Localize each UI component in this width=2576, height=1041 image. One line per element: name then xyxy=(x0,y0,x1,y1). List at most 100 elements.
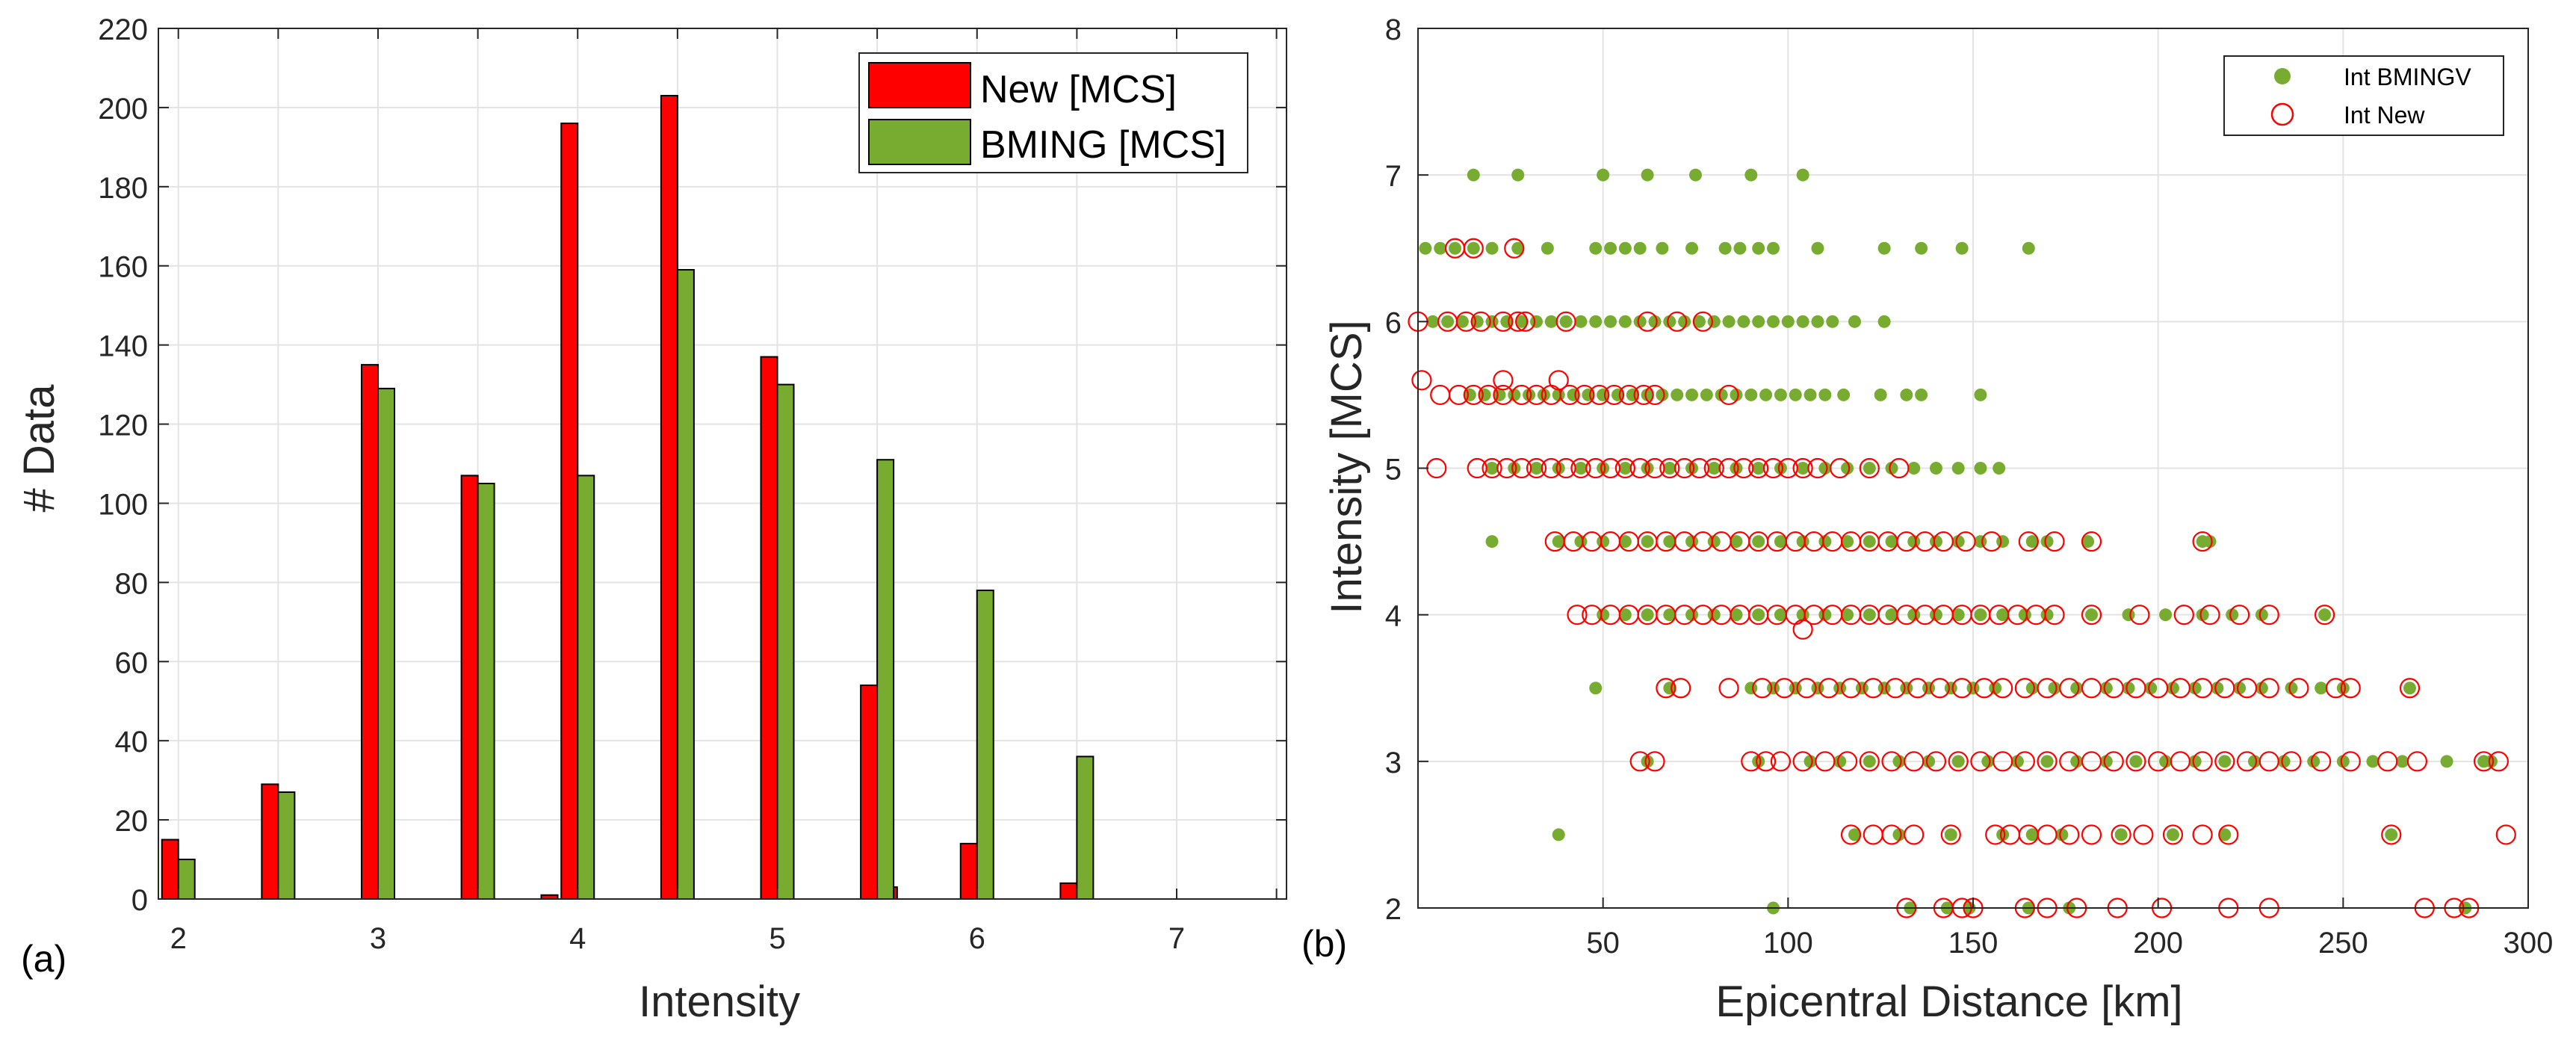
scatter-point-bmingv xyxy=(1752,608,1765,622)
scatter-point-new xyxy=(1718,457,1739,479)
legend-label-bming: BMING [MCS] xyxy=(980,123,1226,167)
scatter-point-bmingv xyxy=(1818,388,1832,401)
scatter-point-new xyxy=(2037,824,2058,845)
scatter-y-axis-label: Intensity [MCS] xyxy=(1322,320,1371,614)
scatter-point-new xyxy=(1929,678,1951,699)
scatter-x-tick-label: 200 xyxy=(2133,927,2183,960)
scatter-point-new xyxy=(1792,751,1813,772)
scatter-point-bmingv xyxy=(1478,388,1491,401)
scatter-point-bmingv xyxy=(1767,315,1780,328)
histogram-y-tick-label: 100 xyxy=(98,488,148,521)
scatter-point-new xyxy=(2170,678,2190,699)
scatter-point-new xyxy=(1629,751,1650,772)
scatter-point-bmingv xyxy=(1955,241,1969,255)
scatter-point-bmingv xyxy=(1730,535,1743,549)
scatter-point-bmingv xyxy=(1841,462,1854,475)
scatter-point-new xyxy=(1603,384,1625,406)
scatter-point-bmingv xyxy=(1744,168,1758,182)
scatter-point-bmingv xyxy=(1774,462,1787,475)
scatter-point-new xyxy=(1756,751,1777,772)
scatter-point-bmingv xyxy=(2277,755,2291,768)
scatter-point-new xyxy=(1508,311,1529,332)
scatter-point-new xyxy=(1818,678,1839,699)
bar-new-mcs xyxy=(760,356,778,901)
scatter-point-new xyxy=(1981,531,2002,552)
scatter-point-bmingv xyxy=(1996,535,2010,549)
scatter-point-bmingv xyxy=(1855,682,1868,695)
scatter-point-bmingv xyxy=(1996,828,2010,841)
scatter-point-new xyxy=(1752,678,1773,699)
scatter-point-new xyxy=(2125,678,2146,699)
histogram-y-tick-label: 180 xyxy=(98,172,148,205)
scatter-point-bmingv xyxy=(1467,168,1480,182)
scatter-point-bmingv xyxy=(1744,388,1758,401)
scatter-point-new xyxy=(1951,678,1972,699)
scatter-point-bmingv xyxy=(1929,535,1942,549)
scatter-point-bmingv xyxy=(1523,388,1536,401)
scatter-point-bmingv xyxy=(2196,608,2209,622)
scatter-point-bmingv xyxy=(2055,828,2069,841)
scatter-point-new xyxy=(2399,678,2421,699)
scatter-point-bmingv xyxy=(2099,755,2113,768)
scatter-point-bmingv xyxy=(1597,535,1610,549)
legend-marker-new xyxy=(2270,102,2294,126)
scatter-point-new xyxy=(2192,531,2213,552)
scatter-point-bmingv xyxy=(2396,755,2409,768)
scatter-point-new xyxy=(1467,457,1487,479)
scatter-point-bmingv xyxy=(1848,315,1861,328)
scatter-point-new xyxy=(1948,751,1969,772)
scatter-point-bmingv xyxy=(2040,535,2054,549)
scatter-point-bmingv xyxy=(1974,535,1987,549)
scatter-point-bmingv xyxy=(1944,682,1957,695)
scatter-point-bmingv xyxy=(2144,682,2158,695)
scatter-point-new xyxy=(1792,457,1813,479)
scatter-point-bmingv xyxy=(1626,388,1639,401)
scatter-point-bmingv xyxy=(1907,535,1921,549)
scatter-point-bmingv xyxy=(1759,388,1773,401)
scatter-point-bmingv xyxy=(1689,168,1702,182)
scatter-point-bmingv xyxy=(1663,535,1676,549)
scatter-point-bmingv xyxy=(1848,828,1861,841)
scatter-point-new xyxy=(2103,678,2124,699)
scatter-point-new xyxy=(2236,678,2258,699)
scatter-point-bmingv xyxy=(1685,241,1699,255)
scatter-point-bmingv xyxy=(1508,388,1521,401)
scatter-point-bmingv xyxy=(1892,755,1906,768)
scatter-point-bmingv xyxy=(1863,462,1876,475)
scatter-point-new xyxy=(2129,605,2150,625)
scatter-x-tick-label: 150 xyxy=(1948,927,1998,960)
scatter-point-bmingv xyxy=(2099,682,2113,695)
scatter-point-bmingv xyxy=(1449,241,1462,255)
scatter-point-new xyxy=(1774,678,1795,699)
scatter-point-bmingv xyxy=(2070,755,2084,768)
scatter-point-new xyxy=(1748,457,1769,479)
scatter-point-bmingv xyxy=(1663,315,1676,328)
scatter-point-bmingv xyxy=(1929,462,1942,475)
scatter-point-new xyxy=(1792,619,1813,640)
scatter-point-new xyxy=(1493,370,1514,391)
scatter-point-bmingv xyxy=(1752,755,1765,768)
scatter-point-bmingv xyxy=(1789,682,1802,695)
scatter-point-new xyxy=(2377,751,2398,772)
scatter-point-bmingv xyxy=(1833,682,1847,695)
scatter-point-new xyxy=(1993,751,2013,772)
histogram-y-tick-label: 220 xyxy=(98,13,148,46)
scatter-point-bmingv xyxy=(1641,462,1654,475)
scatter-point-new xyxy=(2340,751,2361,772)
scatter-point-new xyxy=(1559,384,1580,406)
scatter-point-bmingv xyxy=(1648,315,1662,328)
scatter-point-new xyxy=(2059,824,2080,845)
scatter-point-new xyxy=(2473,751,2495,772)
scatter-point-bmingv xyxy=(1907,462,1921,475)
scatter-point-bmingv xyxy=(1951,462,1965,475)
scatter-point-bmingv xyxy=(1463,388,1476,401)
scatter-y-tick-label: 7 xyxy=(1385,160,1402,193)
scatter-point-new xyxy=(1541,457,1561,479)
scatter-point-new xyxy=(2218,824,2239,845)
scatter-point-bmingv xyxy=(1767,682,1780,695)
bar-new-mcs xyxy=(360,364,379,900)
scatter-point-new xyxy=(1836,751,1858,772)
bar-bming-mcs xyxy=(177,859,196,900)
histogram-y-tick-label: 60 xyxy=(115,646,149,679)
scatter-point-bmingv xyxy=(2048,682,2061,695)
